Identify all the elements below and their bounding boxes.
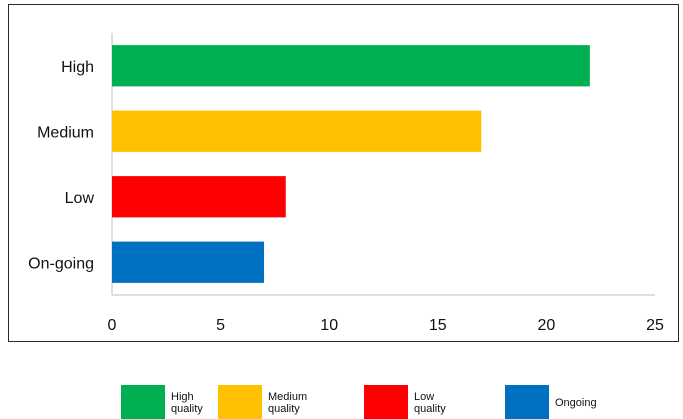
legend-label-high-quality: High quality (171, 391, 203, 415)
bar-chart: High Medium Low On-going 0 5 10 15 20 25 (0, 0, 683, 350)
legend-label-low-quality: Low quality (414, 391, 446, 415)
x-tick-label-15: 15 (429, 317, 447, 334)
legend-swatch-ongoing (505, 385, 549, 419)
category-label-on-going: On-going (28, 255, 94, 272)
bar-low (112, 176, 286, 217)
legend: High quality Medium quality Low quality … (121, 381, 681, 419)
category-label-low: Low (65, 190, 95, 207)
x-tick-label-25: 25 (646, 317, 664, 334)
category-label-medium: Medium (37, 124, 94, 141)
bar-medium (112, 111, 481, 152)
x-tick-label-20: 20 (538, 317, 556, 334)
x-tick-label-0: 0 (108, 317, 117, 334)
bar-high (112, 45, 590, 86)
legend-swatch-high-quality (121, 385, 165, 419)
legend-swatch-low-quality (364, 385, 408, 419)
bar-on-going (112, 242, 264, 283)
legend-label-ongoing: Ongoing (555, 397, 597, 409)
x-tick-label-5: 5 (216, 317, 225, 334)
category-label-high: High (61, 59, 94, 76)
legend-swatch-medium-quality (218, 385, 262, 419)
legend-label-medium-quality: Medium quality (268, 391, 307, 415)
x-tick-label-10: 10 (320, 317, 338, 334)
